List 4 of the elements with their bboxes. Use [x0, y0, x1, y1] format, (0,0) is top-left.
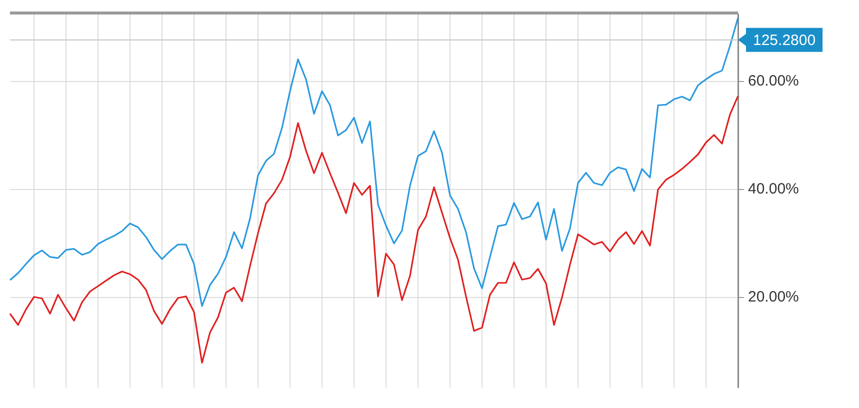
y-tick-label: 60.00%	[748, 72, 799, 90]
y-tick-label: 20.00%	[748, 288, 799, 306]
y-tick-label: 40.00%	[748, 180, 799, 198]
text: 125.2800	[753, 32, 816, 50]
